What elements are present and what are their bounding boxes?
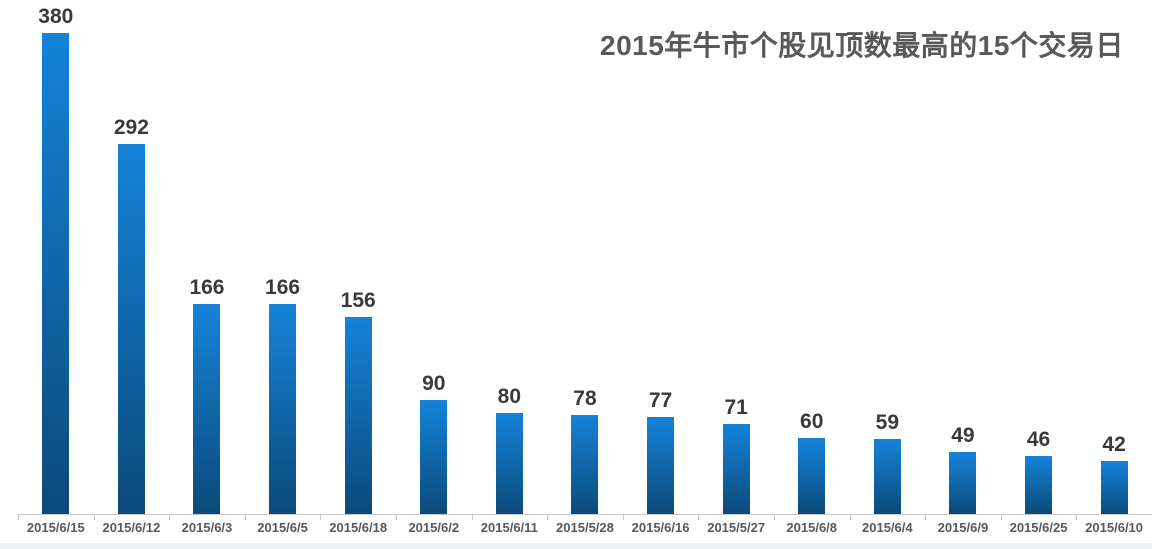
bar-slot: 166	[169, 276, 245, 514]
x-axis-tick-mark	[93, 514, 95, 520]
x-axis-tick-mark	[698, 514, 700, 520]
bar	[1025, 456, 1053, 514]
bar-value-label: 59	[875, 410, 899, 434]
bar-slot: 77	[623, 389, 699, 514]
bar	[571, 415, 599, 514]
x-axis-label: 2015/6/18	[329, 520, 388, 535]
bar	[1100, 461, 1128, 514]
bar	[949, 452, 977, 514]
bar	[873, 439, 901, 514]
x-axis-label: 2015/6/3	[181, 520, 233, 535]
bar	[193, 304, 221, 514]
x-axis-tick-mark	[547, 514, 549, 520]
x-axis-tick-mark	[244, 514, 246, 520]
bar-slot: 42	[1076, 433, 1152, 514]
bar-value-label: 80	[497, 384, 522, 408]
bar-value-label: 77	[648, 388, 673, 412]
chart-title: 2015年牛市个股见顶数最高的15个交易日	[600, 30, 1124, 61]
bar	[344, 317, 372, 514]
bar-value-label: 380	[38, 4, 74, 28]
x-axis-tick-mark	[774, 514, 775, 520]
bar	[647, 417, 675, 514]
bar-value-label: 166	[265, 275, 301, 299]
bar-slot: 49	[925, 424, 1001, 514]
bar-value-label: 292	[113, 115, 149, 139]
bar	[798, 438, 826, 514]
bar-slot: 380	[18, 5, 94, 514]
bar-slot: 60	[774, 410, 850, 514]
x-axis-tick-mark	[1076, 514, 1078, 520]
x-axis-label: 2015/5/28	[556, 520, 614, 535]
x-axis-line	[18, 514, 1152, 515]
bar-slot: 46	[1001, 428, 1077, 514]
x-axis-label: 2015/6/16	[631, 520, 690, 535]
x-axis-tick-mark	[471, 514, 473, 520]
x-axis-label: 2015/6/12	[102, 520, 161, 535]
x-axis-tick-mark	[849, 514, 851, 520]
bar-value-label: 49	[951, 423, 975, 447]
bar-slot: 80	[472, 385, 548, 514]
bar	[42, 33, 70, 514]
bar-value-label: 156	[340, 288, 376, 312]
bar-slot: 71	[698, 396, 774, 514]
bar-slot: 90	[396, 372, 472, 514]
bar	[117, 144, 145, 514]
x-axis-tick-mark	[925, 514, 927, 520]
bar-slot: 78	[547, 387, 623, 514]
bar-value-label: 90	[422, 371, 446, 395]
x-axis-label: 2015/5/27	[707, 520, 766, 535]
x-axis-labels: 2015/6/15 2015/6/12 2015/6/3 2015/6/5 2015/6…	[18, 519, 1152, 537]
x-axis-label: 2015/6/8	[786, 520, 838, 535]
x-axis-label: 2015/6/9	[937, 520, 989, 535]
x-axis-tick-mark	[1000, 514, 1002, 520]
x-axis-label: 2015/6/5	[257, 520, 308, 535]
bar-value-label: 78	[573, 386, 597, 410]
bar-value-label: 46	[1026, 427, 1051, 451]
x-axis-label: 2015/6/2	[408, 520, 460, 535]
x-axis-label: 2015/6/11	[480, 520, 538, 535]
x-axis-label: 2015/6/15	[26, 520, 85, 535]
x-axis-tick-mark	[396, 514, 397, 520]
bar-slot: 292	[94, 116, 170, 514]
x-axis-tick-mark	[622, 514, 624, 520]
bar-value-label: 42	[1102, 432, 1126, 456]
x-axis-label: 2015/6/10	[1085, 520, 1144, 535]
bar	[495, 413, 523, 514]
bar-value-label: 60	[800, 409, 824, 433]
x-axis-label: 2015/6/25	[1009, 520, 1068, 535]
x-axis-tick-mark	[18, 514, 19, 520]
bar-value-label: 166	[189, 275, 225, 299]
bar	[269, 304, 297, 514]
bottom-strip	[0, 543, 1152, 549]
x-axis-tick-mark	[169, 514, 171, 520]
bar-slot: 59	[850, 411, 926, 514]
bar-value-label: 71	[724, 395, 748, 419]
x-axis-ticks	[18, 514, 1152, 520]
plot-area: 380 292 166 166 156 90 80 78 77 71 60 59 49 46 42	[18, 0, 1152, 514]
x-axis-tick-mark	[320, 514, 322, 520]
bar	[722, 424, 750, 514]
x-axis-label: 2015/6/4	[862, 520, 913, 535]
bar	[420, 400, 448, 514]
bar-slot: 166	[245, 276, 321, 514]
bar-slot: 156	[320, 289, 396, 514]
